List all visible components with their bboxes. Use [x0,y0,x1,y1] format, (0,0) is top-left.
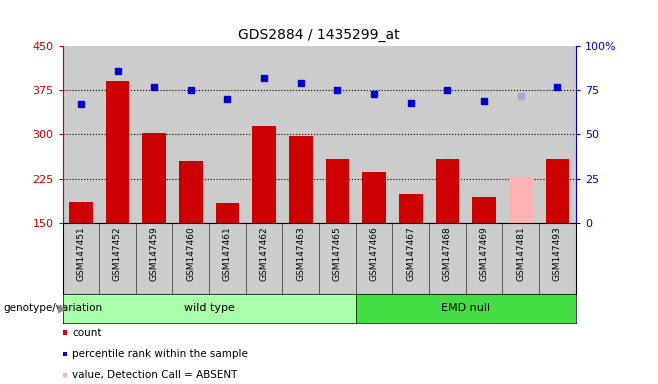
Bar [105,81,130,223]
Bar [509,177,533,223]
Bar [326,159,349,223]
Text: GSM147481: GSM147481 [517,226,525,281]
Bar [252,126,276,223]
Text: GSM147451: GSM147451 [76,226,86,281]
Text: value, Detection Call = ABSENT: value, Detection Call = ABSENT [72,370,238,380]
Bar [289,136,313,223]
Text: GSM147493: GSM147493 [553,226,562,281]
Text: GSM147465: GSM147465 [333,226,342,281]
Text: GSM147463: GSM147463 [296,226,305,281]
Bar [362,172,386,223]
Bar [179,161,203,223]
Text: wild type: wild type [184,303,235,313]
Text: GSM147466: GSM147466 [370,226,378,281]
Text: GSM147459: GSM147459 [149,226,159,281]
Text: GSM147469: GSM147469 [480,226,489,281]
Bar [399,194,422,223]
Bar [69,202,93,223]
Bar [545,159,569,223]
Text: count: count [72,328,102,338]
Text: EMD null: EMD null [442,303,490,313]
Bar [216,203,240,223]
Text: ▶: ▶ [58,303,66,313]
Bar [472,197,496,223]
Text: percentile rank within the sample: percentile rank within the sample [72,349,248,359]
Bar [142,133,166,223]
Text: GSM147461: GSM147461 [223,226,232,281]
Text: GSM147467: GSM147467 [406,226,415,281]
Title: GDS2884 / 1435299_at: GDS2884 / 1435299_at [238,28,400,42]
Text: GSM147452: GSM147452 [113,226,122,281]
Text: GSM147468: GSM147468 [443,226,452,281]
Bar [436,159,459,223]
Text: GSM147462: GSM147462 [260,226,268,281]
Text: GSM147460: GSM147460 [186,226,195,281]
Text: genotype/variation: genotype/variation [3,303,103,313]
